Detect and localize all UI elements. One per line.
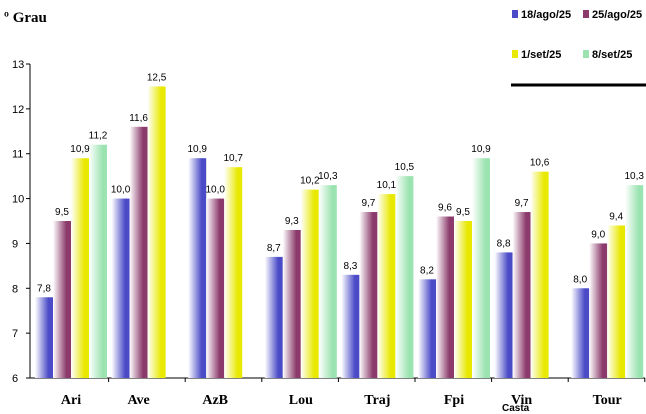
data-label: 10,7	[223, 153, 243, 164]
category-labels: Ari Ave AzB Lou Traj Fpi Vin Tour	[61, 393, 622, 408]
data-label: 10,3	[318, 171, 338, 182]
data-label: 9,5	[456, 207, 470, 218]
y-tick-label: 10	[12, 194, 24, 206]
data-label: 9,7	[515, 198, 529, 209]
bar	[436, 216, 454, 378]
data-label: 8,7	[267, 243, 281, 254]
data-label: 10,0	[205, 185, 225, 196]
y-tick-label: 7	[12, 328, 18, 340]
bar	[282, 229, 301, 378]
x-axis	[30, 377, 646, 382]
bar	[341, 274, 360, 378]
bar	[35, 297, 53, 378]
bar	[206, 198, 225, 378]
category-label: Ave	[127, 393, 149, 408]
bar	[625, 185, 644, 378]
bar	[53, 221, 71, 378]
y-axis-label: º Grau	[4, 10, 47, 26]
bar	[188, 158, 207, 378]
data-label: 11,2	[89, 131, 108, 142]
bars	[35, 86, 644, 378]
bar	[300, 189, 319, 378]
category-label: Tour	[593, 393, 622, 408]
data-label: 9,0	[591, 229, 605, 240]
data-label: 12,5	[147, 72, 167, 83]
bar	[494, 252, 513, 378]
data-label: 10,9	[187, 144, 207, 155]
legend: 18/ago/25 25/ago/25 1/set/25 8/set/25	[511, 9, 646, 87]
bar	[589, 243, 608, 378]
data-label: 8,2	[420, 265, 434, 276]
bar	[89, 144, 107, 378]
x-axis-title: Casta	[502, 403, 530, 414]
bar	[264, 256, 283, 378]
bar	[418, 279, 436, 378]
category-label: Fpi	[444, 393, 464, 408]
data-labels: 7,8 9,5 10,9 11,2 10,0 11,6 12,5 10,9 10,0 10,7 8,…	[37, 72, 644, 294]
data-label: 10,3	[624, 171, 644, 182]
legend-swatch	[583, 50, 589, 58]
bar	[129, 126, 148, 378]
bar	[111, 198, 130, 378]
category-label: AzB	[202, 393, 228, 408]
data-label: 8,8	[497, 238, 511, 249]
y-tick-label: 12	[12, 104, 24, 116]
legend-swatch	[512, 10, 518, 18]
bar	[71, 158, 89, 378]
y-tick-label: 13	[12, 59, 24, 71]
data-label: 9,5	[55, 207, 69, 218]
data-label: 8,0	[573, 274, 587, 285]
y-axis: 6 7 8 9 10 11 12 13	[12, 59, 31, 385]
legend-label: 8/set/25	[592, 49, 632, 61]
bar	[224, 167, 243, 378]
y-tick-label: 6	[12, 373, 18, 385]
legend-label: 1/set/25	[521, 49, 561, 61]
data-label: 10,5	[395, 162, 415, 173]
bar	[318, 185, 337, 378]
bar	[571, 288, 590, 378]
data-label: 10,0	[111, 185, 131, 196]
y-tick-label: 8	[12, 283, 18, 295]
bar	[395, 176, 414, 378]
bar	[512, 212, 531, 378]
data-label: 11,6	[129, 113, 148, 124]
data-label: 10,1	[377, 180, 397, 191]
y-tick-label: 11	[12, 149, 23, 161]
bar	[607, 225, 626, 378]
bar	[454, 221, 472, 378]
data-label: 9,7	[361, 198, 375, 209]
legend-swatch	[512, 50, 518, 58]
bar	[359, 212, 378, 378]
bar	[377, 194, 396, 378]
data-label: 10,9	[70, 144, 90, 155]
category-label: Vin	[511, 393, 532, 408]
data-label: 8,3	[343, 261, 357, 272]
legend-swatch	[583, 10, 589, 18]
category-label: Lou	[289, 393, 313, 408]
data-label: 10,2	[300, 176, 320, 187]
legend-label: 18/ago/25	[521, 9, 571, 21]
data-label: 9,4	[609, 211, 623, 222]
category-label: Traj	[364, 393, 390, 408]
bar	[147, 86, 166, 378]
data-label: 9,3	[285, 216, 299, 227]
y-tick-label: 9	[12, 238, 18, 250]
data-label: 10,9	[471, 144, 491, 155]
data-label: 10,6	[530, 158, 550, 169]
data-label: 9,6	[438, 203, 452, 214]
bar	[472, 158, 490, 378]
data-label: 7,8	[37, 283, 51, 294]
legend-label: 25/ago/25	[592, 9, 642, 21]
bar	[530, 171, 549, 378]
category-label: Ari	[61, 393, 81, 408]
